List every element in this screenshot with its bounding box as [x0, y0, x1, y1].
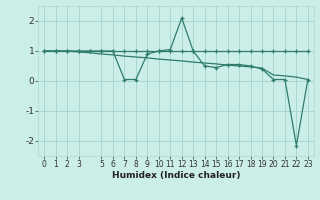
X-axis label: Humidex (Indice chaleur): Humidex (Indice chaleur)	[112, 171, 240, 180]
